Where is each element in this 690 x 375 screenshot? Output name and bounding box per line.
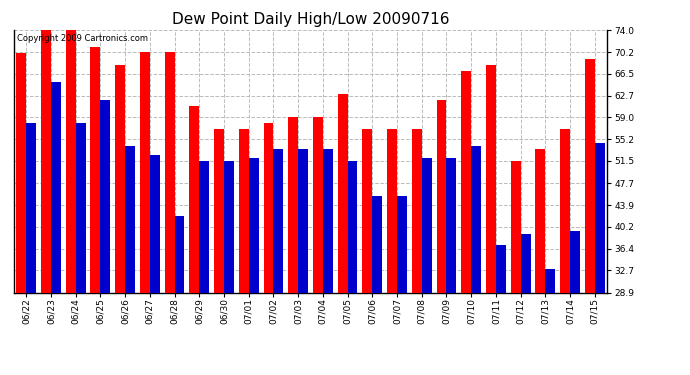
Bar (150, 155, 159, 292)
Bar (362, 129, 373, 292)
Bar (560, 129, 570, 292)
Bar (248, 158, 259, 292)
Bar (535, 149, 545, 292)
Bar (323, 149, 333, 292)
Bar (115, 65, 125, 292)
Bar (373, 196, 382, 292)
Bar (140, 52, 150, 292)
Bar (41, 30, 51, 292)
Bar (76, 123, 86, 292)
Bar (437, 100, 446, 292)
Bar (175, 216, 184, 292)
Bar (521, 234, 531, 292)
Text: Copyright 2009 Cartronics.com: Copyright 2009 Cartronics.com (17, 34, 148, 43)
Bar (264, 123, 273, 292)
Bar (462, 71, 471, 292)
Bar (288, 117, 298, 292)
Title: Dew Point Daily High/Low 20090716: Dew Point Daily High/Low 20090716 (172, 12, 449, 27)
Bar (545, 268, 555, 292)
Bar (165, 52, 175, 292)
Bar (17, 53, 26, 292)
Bar (511, 161, 521, 292)
Bar (313, 117, 323, 292)
Bar (570, 231, 580, 292)
Bar (387, 129, 397, 292)
Bar (337, 94, 348, 292)
Bar (496, 245, 506, 292)
Bar (298, 149, 308, 292)
Bar (273, 149, 284, 292)
Bar (446, 158, 456, 292)
Bar (214, 129, 224, 292)
Bar (125, 146, 135, 292)
Bar (422, 158, 432, 292)
Bar (412, 129, 422, 292)
Bar (486, 65, 496, 292)
Bar (348, 161, 357, 292)
Bar (100, 100, 110, 292)
Bar (199, 161, 209, 292)
Bar (595, 144, 604, 292)
Bar (585, 59, 595, 292)
Bar (224, 161, 234, 292)
Bar (26, 123, 36, 292)
Bar (90, 48, 100, 292)
Bar (189, 106, 199, 292)
Bar (239, 129, 248, 292)
Bar (397, 196, 407, 292)
Bar (471, 146, 481, 292)
Bar (66, 30, 76, 292)
Bar (51, 82, 61, 292)
